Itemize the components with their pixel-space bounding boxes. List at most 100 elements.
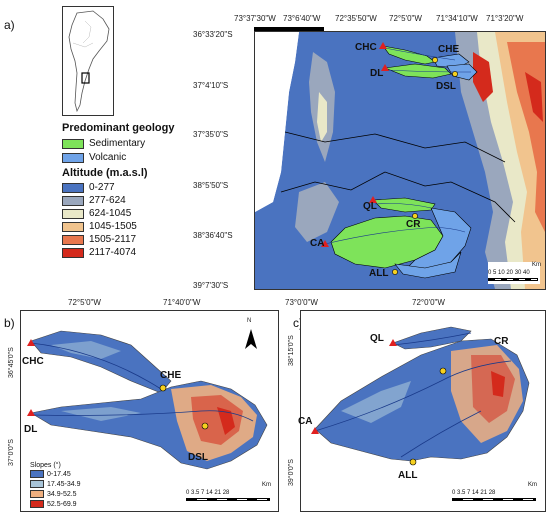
slope-label: 34.9-52.5 bbox=[47, 490, 77, 498]
north-label: N bbox=[247, 318, 252, 324]
legend-item-alt-3: 1045-1505 bbox=[62, 220, 252, 233]
lon-tick: 72°0'0"W bbox=[412, 298, 445, 307]
site-label-dl: DL bbox=[24, 424, 38, 435]
scale-unit: Km bbox=[262, 482, 271, 488]
lat-tick: 37°35'0"S bbox=[193, 130, 229, 139]
slope-label: 0-17.45 bbox=[47, 470, 71, 478]
lat-tick: 37°4'10"S bbox=[193, 81, 229, 90]
swatch-alt-2 bbox=[62, 208, 84, 219]
scale-unit: Km bbox=[532, 262, 541, 268]
panel-label-a: a) bbox=[4, 18, 15, 32]
swatch-alt-5 bbox=[62, 247, 84, 258]
lat-tick: 38°15'0"S bbox=[288, 335, 295, 366]
map-c-canvas bbox=[301, 311, 545, 511]
lon-tick: 73°37'30"W bbox=[234, 14, 276, 23]
legend-label: Volcanic bbox=[89, 152, 127, 163]
site-label-ql: QL bbox=[370, 333, 384, 344]
scale-unit: Km bbox=[528, 482, 537, 488]
slope-swatch-0 bbox=[30, 470, 44, 478]
basin-all bbox=[394, 251, 462, 279]
basin-ql bbox=[372, 197, 436, 213]
site-label-dsl: DSL bbox=[436, 81, 456, 92]
site-marker-cr bbox=[439, 367, 447, 375]
site-marker-dsl bbox=[201, 422, 209, 430]
legend-label: 277-624 bbox=[89, 195, 126, 206]
site-label-ca: CA bbox=[298, 416, 313, 427]
south-america-outline bbox=[68, 10, 110, 113]
site-marker-ca bbox=[311, 427, 319, 434]
site-marker-che bbox=[159, 384, 167, 392]
site-label-dsl: DSL bbox=[188, 452, 208, 463]
swatch-alt-0 bbox=[62, 182, 84, 193]
slope-item-3: 52.5-69.9 bbox=[30, 499, 110, 509]
slope-item-1: 17.45-34.9 bbox=[30, 479, 110, 489]
lon-tick: 71°40'0"W bbox=[163, 298, 201, 307]
legend-item-alt-4: 1505-2117 bbox=[62, 233, 252, 246]
map-b-canvas bbox=[21, 311, 278, 511]
site-marker-ql bbox=[369, 196, 377, 203]
site-label-che: CHE bbox=[438, 44, 460, 55]
lon-tick: 72°35'50"W bbox=[335, 14, 377, 23]
panel-label-c: c) bbox=[293, 316, 303, 330]
map-a-canvas bbox=[255, 32, 545, 289]
site-label-che: CHE bbox=[160, 370, 182, 381]
site-marker-dl bbox=[27, 409, 35, 416]
scale-bar-a: Km 0 5 10 20 30 40 bbox=[488, 262, 541, 284]
site-label-all: ALL bbox=[369, 268, 389, 279]
slopes-legend: Slopes (°) 0-17.45 17.45-34.9 34.9-52.5 … bbox=[30, 462, 110, 509]
swatch-alt-4 bbox=[62, 234, 84, 245]
lat-tick: 36°45'0"S bbox=[8, 347, 15, 378]
lon-tick: 72°5'0"W bbox=[389, 14, 422, 23]
site-marker-ql bbox=[389, 339, 397, 346]
lat-tick: 38°36'40"S bbox=[193, 231, 233, 240]
panel-label-b: b) bbox=[4, 316, 15, 330]
basin-chc bbox=[382, 45, 436, 65]
site-marker-dl bbox=[381, 64, 389, 71]
lat-tick: 37°0'0"S bbox=[8, 439, 15, 466]
site-marker-all bbox=[409, 458, 417, 466]
site-marker-chc bbox=[27, 339, 35, 346]
legend-label: 1045-1505 bbox=[89, 221, 137, 232]
legend-item-volcanic: Volcanic bbox=[62, 151, 252, 164]
slope-swatch-1 bbox=[30, 480, 44, 488]
lat-tick: 39°7'30"S bbox=[193, 281, 229, 290]
scale-labels: 0 3.5 7 14 21 28 bbox=[186, 490, 230, 496]
swatch-sedimentary bbox=[62, 138, 84, 149]
legend-label: 1505-2117 bbox=[89, 234, 137, 245]
slopes-title: Slopes (°) bbox=[30, 462, 61, 469]
legend-item-alt-1: 277-624 bbox=[62, 194, 252, 207]
legend-geology-title: Predominant geology bbox=[62, 122, 175, 134]
site-label-chc: CHC bbox=[22, 356, 44, 367]
lat-tick: 36°33'20"S bbox=[193, 30, 233, 39]
basin-c-ql bbox=[392, 326, 472, 350]
slope-swatch-2 bbox=[30, 490, 44, 498]
legend-label: 0-277 bbox=[89, 182, 115, 193]
site-label-ql: QL bbox=[363, 201, 377, 212]
study-area-box bbox=[81, 72, 90, 84]
scale-labels: 0 3.5 7 14 21 28 bbox=[452, 490, 496, 496]
lon-tick: 71°34'10"W bbox=[436, 14, 478, 23]
scale-bar-c: Km 0 3.5 7 14 21 28 bbox=[452, 482, 538, 506]
slope-swatch-3 bbox=[30, 500, 44, 508]
legend-item-alt-2: 624-1045 bbox=[62, 207, 252, 220]
swatch-alt-1 bbox=[62, 195, 84, 206]
lat-tick: 38°5'50"S bbox=[193, 181, 229, 190]
swatch-alt-3 bbox=[62, 221, 84, 232]
south-america-inset bbox=[62, 6, 114, 116]
lat-tick: 39°0'0"S bbox=[288, 459, 295, 486]
legend-item-alt-5: 2117-4074 bbox=[62, 246, 252, 259]
site-label-dl: DL bbox=[370, 68, 384, 79]
slope-label: 17.45-34.9 bbox=[47, 480, 81, 488]
site-marker-cr bbox=[412, 213, 418, 219]
north-arrow-icon bbox=[245, 329, 257, 349]
site-marker-dsl bbox=[452, 71, 458, 77]
site-label-chc: CHC bbox=[355, 42, 377, 53]
top-border-bar bbox=[254, 27, 324, 31]
legend-label: 624-1045 bbox=[89, 208, 132, 219]
swatch-volcanic bbox=[62, 152, 84, 163]
site-marker-che bbox=[432, 57, 438, 63]
scale-labels: 0 5 10 20 30 40 bbox=[488, 270, 530, 276]
lon-tick: 73°6'40"W bbox=[283, 14, 321, 23]
legend-item-alt-0: 0-277 bbox=[62, 181, 252, 194]
site-label-all: ALL bbox=[398, 470, 418, 481]
